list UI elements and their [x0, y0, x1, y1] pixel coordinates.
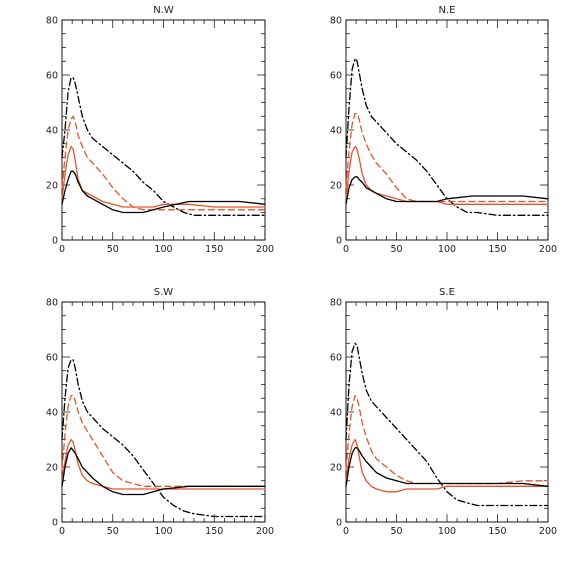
- chart-title: N.W: [153, 5, 174, 16]
- series-line-dashed-orange: [345, 394, 549, 485]
- plot-frame: [345, 19, 549, 241]
- y-tick-label: 0: [336, 236, 342, 247]
- y-tick-label: 60: [330, 71, 342, 82]
- series-line-dashdot-black: [345, 342, 549, 507]
- y-tick-label: 40: [330, 408, 342, 419]
- x-tick-label: 100: [438, 526, 456, 537]
- x-tick-label: 0: [343, 526, 349, 537]
- y-tick-label: 0: [336, 518, 342, 529]
- series-line-solid-orange: [61, 438, 266, 490]
- x-tick-label: 150: [488, 244, 506, 255]
- series-line-solid-black: [61, 170, 266, 214]
- y-tick-label: 80: [46, 16, 58, 27]
- chart-panel-se: S.E 0 50 100 150 200 0 20 40 60 80: [330, 287, 557, 537]
- y-tick-label: 40: [46, 408, 58, 419]
- y-tick-label: 0: [52, 236, 58, 247]
- x-tick-label: 0: [59, 526, 65, 537]
- y-tick-label: 60: [46, 71, 58, 82]
- chart-panel-ne: N.E 0 50 100 150 200 0 20 40 60 80: [330, 5, 557, 255]
- y-tick-label: 40: [46, 126, 58, 137]
- y-tick-label: 80: [330, 16, 342, 27]
- series-line-solid-black: [61, 447, 266, 496]
- x-tick-label: 50: [390, 244, 402, 255]
- x-tick-label: 50: [107, 526, 119, 537]
- series-line-dashdot-black: [61, 359, 266, 518]
- series-line-solid-orange: [345, 145, 549, 205]
- y-tick-label: 20: [330, 181, 342, 192]
- x-tick-label: 100: [154, 244, 172, 255]
- series-line-dashed-orange: [61, 394, 266, 487]
- x-tick-label: 50: [390, 526, 402, 537]
- x-tick-label: 100: [438, 244, 456, 255]
- chart-panel-nw: N.W 0 50 100 150 200 0 20 40 60 80: [46, 5, 274, 255]
- y-tick-label: 20: [46, 463, 58, 474]
- x-tick-label: 200: [256, 244, 274, 255]
- chart-title: S.W: [154, 287, 174, 298]
- x-tick-label: 150: [488, 526, 506, 537]
- x-tick-label: 50: [107, 244, 119, 255]
- chart-panel-sw: S.W 0 50 100 150 200 0 20 40 60 80: [46, 287, 274, 537]
- series-line-dashed-orange: [345, 112, 549, 203]
- y-tick-label: 20: [330, 463, 342, 474]
- series-line-dashed-orange: [61, 115, 266, 211]
- series-line-solid-orange: [345, 438, 549, 493]
- y-tick-label: 60: [46, 353, 58, 364]
- x-tick-label: 200: [256, 526, 274, 537]
- x-tick-label: 0: [59, 244, 65, 255]
- series-line-solid-orange: [61, 145, 266, 208]
- series-line-solid-black: [345, 447, 549, 487]
- y-tick-label: 0: [52, 518, 58, 529]
- y-tick-label: 60: [330, 353, 342, 364]
- y-tick-label: 80: [46, 298, 58, 309]
- chart-title: S.E: [439, 287, 455, 298]
- y-tick-label: 40: [330, 126, 342, 137]
- x-tick-label: 0: [343, 244, 349, 255]
- chart-title: N.E: [439, 5, 456, 16]
- series-line-solid-black: [345, 176, 549, 205]
- series-line-dashdot-black: [345, 57, 549, 216]
- y-tick-label: 20: [46, 181, 58, 192]
- x-tick-label: 200: [539, 526, 557, 537]
- x-tick-label: 200: [539, 244, 557, 255]
- x-tick-label: 150: [205, 244, 223, 255]
- x-tick-label: 100: [154, 526, 172, 537]
- series-line-dashdot-black: [61, 77, 266, 216]
- y-tick-label: 80: [330, 298, 342, 309]
- x-tick-label: 150: [205, 526, 223, 537]
